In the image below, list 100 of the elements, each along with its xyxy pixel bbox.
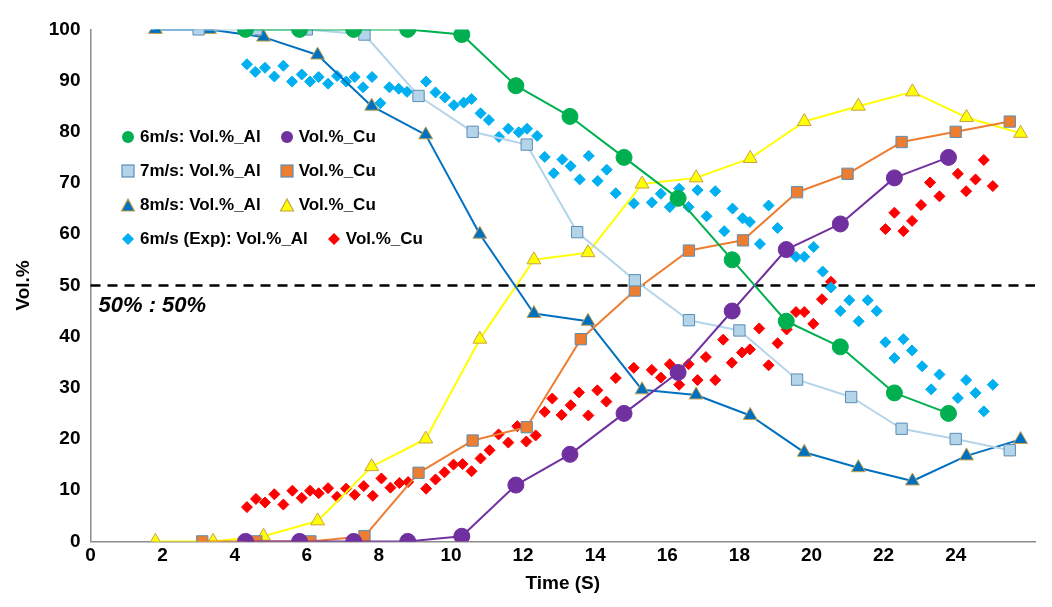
point <box>939 148 957 166</box>
point <box>472 225 488 239</box>
y-tick-label: 100 <box>48 17 81 39</box>
legend-label: Vol.%_Cu <box>298 126 376 148</box>
legend-label: Vol.%_Cu <box>345 228 423 250</box>
point <box>1003 115 1016 128</box>
point <box>777 312 795 330</box>
point <box>688 386 704 400</box>
point <box>561 445 579 463</box>
point <box>736 234 750 247</box>
x-tick-label: 10 <box>440 544 462 566</box>
point <box>688 169 704 183</box>
y-tick-label: 50 <box>59 273 81 295</box>
point <box>895 422 908 435</box>
y-tick-label: 40 <box>59 324 81 346</box>
point <box>1003 444 1016 457</box>
point <box>526 251 542 265</box>
point <box>615 148 633 166</box>
point <box>790 373 804 386</box>
y-tick-label: 0 <box>69 529 81 551</box>
point <box>466 434 479 447</box>
x-tick-label: 18 <box>728 544 750 566</box>
point <box>723 251 741 269</box>
point <box>466 125 479 138</box>
point <box>777 241 795 259</box>
point <box>507 77 525 95</box>
point <box>634 381 650 395</box>
x-tick-label: 0 <box>85 544 96 566</box>
point <box>669 363 687 381</box>
point <box>905 472 920 486</box>
point <box>561 107 579 125</box>
y-tick-label: 70 <box>59 171 81 193</box>
point <box>939 404 957 422</box>
x-axis-title: Time (S) <box>525 571 601 593</box>
point <box>1013 431 1029 445</box>
point <box>571 226 584 239</box>
x-tick-label: 2 <box>157 544 168 566</box>
x-tick-label: 8 <box>373 544 385 566</box>
legend-label: 7m/s: Vol.%_Al <box>140 160 261 182</box>
point <box>742 406 758 420</box>
y-axis-title: Vol.% <box>11 260 33 311</box>
legend-label: Vol.%_Cu <box>298 160 376 182</box>
y-tick-label: 30 <box>59 376 81 398</box>
legend-label: Vol.%_Cu <box>298 194 376 216</box>
point <box>831 338 849 356</box>
point <box>615 404 633 422</box>
y-tick-label: 90 <box>59 68 81 90</box>
point <box>959 447 974 461</box>
y-tick-label: 10 <box>59 478 81 500</box>
point <box>682 314 696 327</box>
point <box>520 421 533 434</box>
point <box>364 458 380 472</box>
x-tick-label: 24 <box>945 544 967 566</box>
point <box>850 459 866 473</box>
legend-label: 8m/s: Vol.%_Al <box>140 194 261 216</box>
y-tick-label: 60 <box>59 222 81 244</box>
point <box>733 324 746 337</box>
point <box>472 330 488 344</box>
point <box>682 244 696 257</box>
point <box>790 186 804 199</box>
point <box>895 135 908 149</box>
point <box>885 169 903 187</box>
point <box>310 512 326 526</box>
point <box>412 89 425 103</box>
point <box>885 384 903 402</box>
x-tick-label: 20 <box>800 544 823 566</box>
point <box>358 29 371 41</box>
point <box>453 29 471 44</box>
point <box>844 390 858 404</box>
point <box>526 305 542 319</box>
point <box>669 189 687 207</box>
point <box>418 126 434 140</box>
point <box>574 333 587 346</box>
point <box>453 527 471 542</box>
point <box>841 167 854 180</box>
point <box>520 138 533 151</box>
x-tick-label: 4 <box>229 544 241 566</box>
legend-label: 6m/s (Exp): Vol.%_Al <box>140 228 308 250</box>
point <box>949 432 962 446</box>
x-tick-label: 6 <box>301 544 313 566</box>
point <box>634 175 650 189</box>
point <box>580 312 596 326</box>
y-tick-label: 80 <box>59 120 81 142</box>
point <box>507 476 525 494</box>
point <box>418 430 434 444</box>
point <box>628 274 642 287</box>
point <box>412 466 425 479</box>
point <box>580 244 596 258</box>
y-tick-label: 20 <box>59 427 81 449</box>
point <box>723 302 741 320</box>
ref-line-label: 50% : 50% <box>98 292 207 318</box>
x-tick-label: 12 <box>512 544 534 566</box>
x-tick-label: 16 <box>656 544 678 566</box>
point <box>949 125 962 138</box>
point <box>831 215 849 233</box>
point <box>796 443 812 457</box>
x-tick-label: 22 <box>873 544 895 566</box>
x-tick-label: 14 <box>584 544 607 566</box>
legend-label: 6m/s: Vol.%_Al <box>140 126 261 148</box>
point <box>796 113 812 127</box>
